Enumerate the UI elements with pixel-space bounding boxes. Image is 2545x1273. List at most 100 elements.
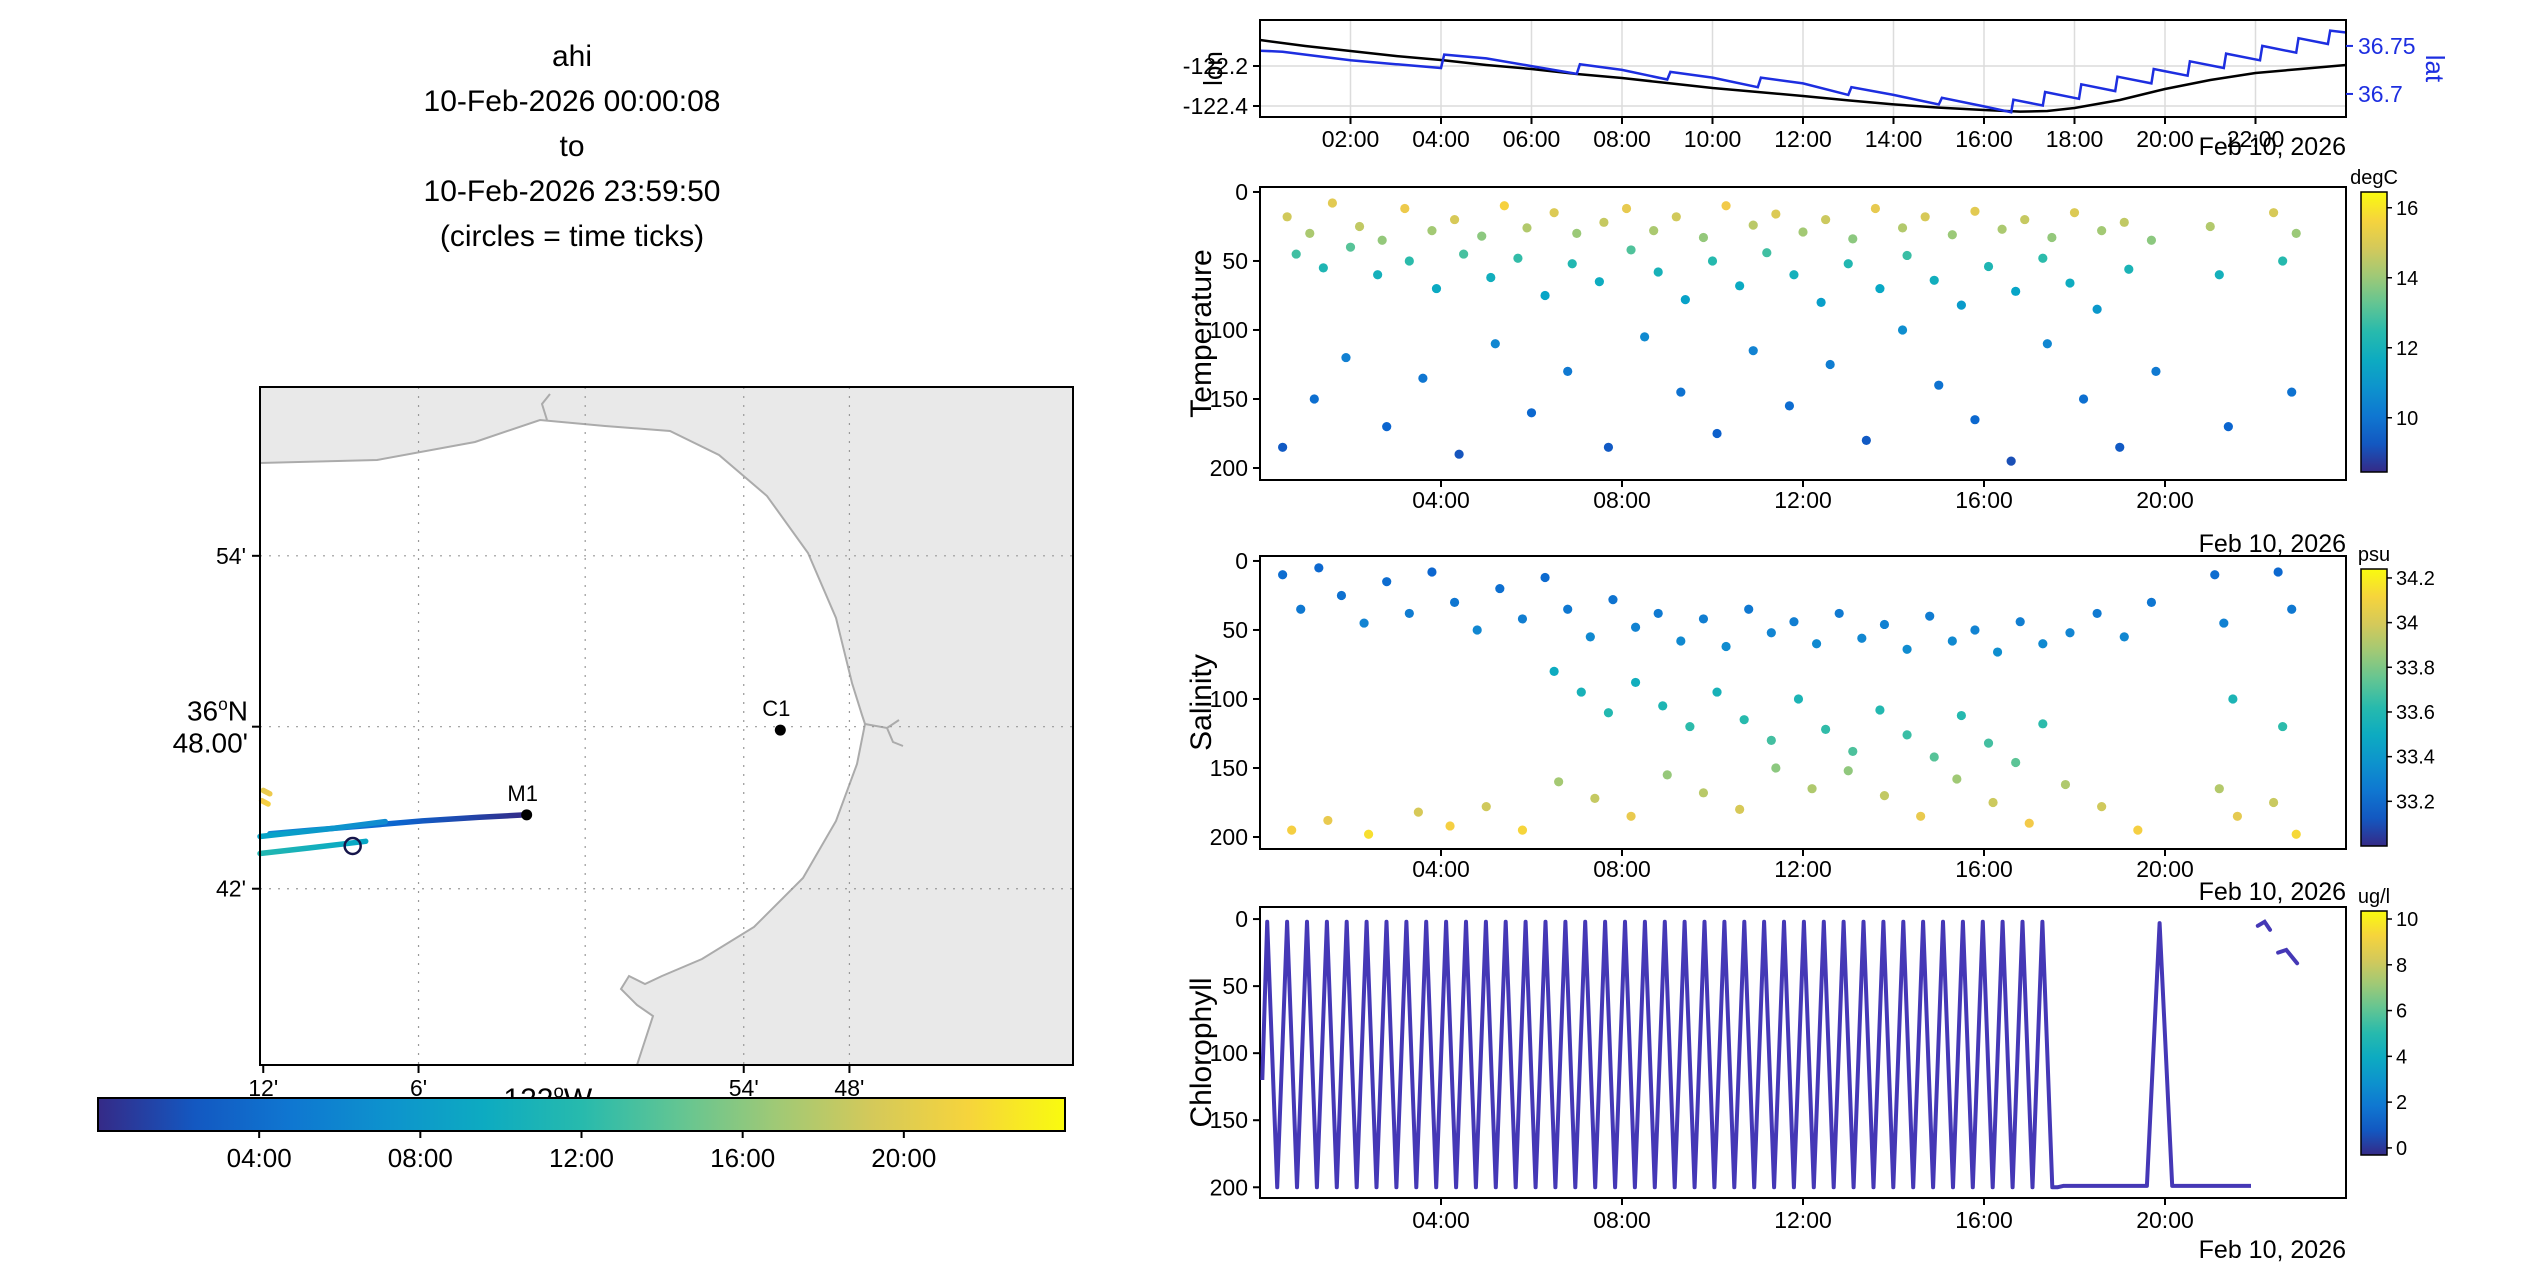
svg-text:Chlorophyll: Chlorophyll (1185, 977, 1218, 1127)
svg-text:4: 4 (2396, 1046, 2407, 1068)
svg-text:200: 200 (1210, 824, 1248, 850)
station-marker (774, 724, 786, 736)
svg-text:20:00: 20:00 (2136, 1207, 2194, 1233)
svg-text:34.2: 34.2 (2396, 568, 2435, 590)
lon-line (1259, 38, 2347, 113)
land-mass (259, 386, 1074, 1066)
svg-text:08:00: 08:00 (1593, 1207, 1651, 1233)
svg-text:08:00: 08:00 (388, 1143, 453, 1173)
svg-text:42': 42' (216, 876, 246, 902)
map-graticule (260, 387, 1073, 1065)
svg-text:16:00: 16:00 (1955, 487, 2013, 513)
time-tick-circle (343, 836, 362, 856)
svg-text:33.6: 33.6 (2396, 702, 2435, 724)
svg-text:150: 150 (1210, 1107, 1248, 1133)
svg-text:08:00: 08:00 (1593, 856, 1651, 882)
svg-text:10: 10 (2396, 408, 2418, 430)
svg-text:Feb 10, 2026: Feb 10, 2026 (2199, 1236, 2346, 1264)
title-line-vehicle: ahi (551, 40, 593, 73)
svg-text:200: 200 (1210, 455, 1248, 481)
svg-text:M1: M1 (507, 781, 538, 806)
svg-text:12:00: 12:00 (549, 1143, 614, 1173)
svg-text:12:00: 12:00 (1774, 126, 1832, 152)
svg-text:Temperature: Temperature (1185, 249, 1218, 417)
svg-text:48': 48' (834, 1075, 864, 1101)
svg-text:08:00: 08:00 (1593, 126, 1651, 152)
svg-text:04:00: 04:00 (1412, 856, 1470, 882)
title-line-note: (circles = time ticks) (439, 220, 705, 253)
title-line-to: to (559, 130, 585, 163)
temperature-points (1278, 198, 2301, 466)
svg-text:lat: lat (2420, 55, 2450, 83)
svg-text:Salinity: Salinity (1185, 654, 1218, 751)
salinity-colorbar (2361, 569, 2387, 846)
svg-text:10: 10 (2396, 909, 2418, 931)
svg-text:16:00: 16:00 (710, 1143, 775, 1173)
svg-text:Feb 10, 2026: Feb 10, 2026 (2199, 530, 2346, 558)
svg-text:20:00: 20:00 (871, 1143, 936, 1173)
svg-text:04:00: 04:00 (1412, 1207, 1470, 1233)
svg-text:16:00: 16:00 (1955, 856, 2013, 882)
svg-text:degC: degC (2350, 167, 2398, 189)
svg-text:200: 200 (1210, 1174, 1248, 1200)
svg-text:04:00: 04:00 (1412, 126, 1470, 152)
svg-text:22:00: 22:00 (2227, 126, 2285, 152)
svg-text:0: 0 (2396, 1138, 2407, 1160)
svg-text:C1: C1 (762, 696, 790, 721)
chlorophyll-profile-line (1260, 919, 2251, 1190)
svg-text:0: 0 (1235, 548, 1248, 574)
profile-plots: 02:00 04:00 06:00 08:00 10:00 12:00 14:00 16:00… (1183, 19, 2450, 1264)
svg-text:48.00': 48.00' (173, 728, 248, 759)
svg-text:14: 14 (2396, 268, 2418, 290)
svg-text:ug/l: ug/l (2358, 886, 2390, 908)
time-colorbar-gradient (98, 1098, 1065, 1131)
lat-line (1259, 29, 2347, 114)
svg-text:16:00: 16:00 (1955, 1207, 2013, 1233)
svg-text:20:00: 20:00 (2136, 487, 2194, 513)
svg-text:10:00: 10:00 (1684, 126, 1742, 152)
svg-text:6: 6 (2396, 1001, 2407, 1023)
svg-text:150: 150 (1210, 755, 1248, 781)
title-line-start-time: 10-Feb-2026 00:00:08 (423, 85, 721, 118)
svg-text:36oN: 36oN (187, 694, 248, 727)
svg-text:33.2: 33.2 (2396, 791, 2435, 813)
svg-text:150: 150 (1210, 386, 1248, 412)
svg-text:2: 2 (2396, 1092, 2407, 1114)
svg-text:8: 8 (2396, 955, 2407, 977)
svg-text:Feb 10, 2026: Feb 10, 2026 (2199, 878, 2346, 906)
svg-text:36.7: 36.7 (2358, 81, 2403, 107)
svg-text:18:00: 18:00 (2046, 126, 2104, 152)
svg-text:12:00: 12:00 (1774, 856, 1832, 882)
svg-text:psu: psu (2358, 544, 2390, 566)
svg-text:50: 50 (1222, 973, 1248, 999)
svg-text:06:00: 06:00 (1503, 126, 1561, 152)
svg-text:100: 100 (1210, 317, 1248, 343)
svg-text:100: 100 (1210, 1040, 1248, 1066)
svg-text:-122.4: -122.4 (1183, 93, 1248, 119)
time-colorbar: 04:00 08:00 12:00 16:00 20:00 (97, 1097, 1066, 1173)
salinity-points (1278, 563, 2301, 839)
svg-text:08:00: 08:00 (1593, 487, 1651, 513)
svg-text:16:00: 16:00 (1955, 126, 2013, 152)
chlorophyll-colorbar (2361, 911, 2387, 1155)
vehicle-track (257, 787, 530, 857)
svg-text:12:00: 12:00 (1774, 487, 1832, 513)
svg-text:100: 100 (1210, 686, 1248, 712)
svg-text:34: 34 (2396, 613, 2418, 635)
svg-text:6': 6' (410, 1075, 427, 1101)
svg-text:50: 50 (1222, 617, 1248, 643)
svg-text:16: 16 (2396, 198, 2418, 220)
svg-text:0: 0 (1235, 906, 1248, 932)
svg-text:lon: lon (1198, 51, 1228, 86)
svg-text:33.8: 33.8 (2396, 657, 2435, 679)
svg-text:14:00: 14:00 (1865, 126, 1923, 152)
title-line-end-time: 10-Feb-2026 23:59:50 (423, 175, 721, 208)
svg-text:04:00: 04:00 (1412, 487, 1470, 513)
svg-text:Feb 10, 2026: Feb 10, 2026 (2199, 133, 2346, 161)
svg-text:12': 12' (248, 1075, 278, 1101)
svg-text:50: 50 (1222, 248, 1248, 274)
svg-text:54': 54' (216, 543, 246, 569)
temperature-colorbar (2361, 192, 2387, 472)
